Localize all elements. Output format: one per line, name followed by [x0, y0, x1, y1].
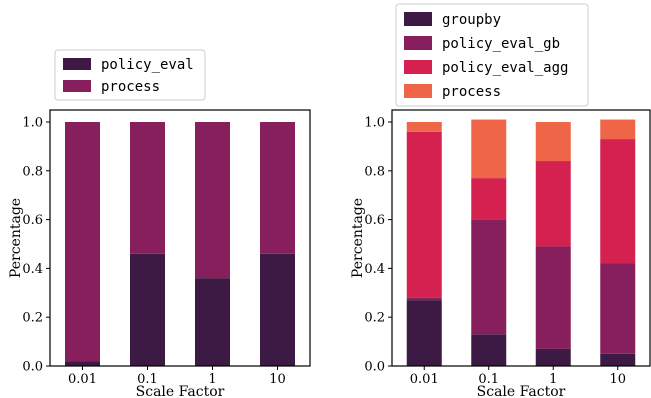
y-tick-label: 0.8 [22, 164, 43, 179]
legend-label-process: process [101, 79, 160, 95]
y-tick-label: 0.4 [364, 262, 385, 277]
bar-policy-eval-agg-0.1 [471, 178, 507, 220]
legend-label-groupby: groupby [442, 12, 501, 28]
x-tick-label: 10 [269, 372, 286, 387]
bar-process-0.01 [406, 122, 442, 132]
chart-1: 0.0 0.2 0.4 0.6 0.8 1.0 0.01 0.1 1 10 Scale Factor… [8, 49, 311, 398]
bar-process-10 [600, 119, 636, 140]
bar-policy-eval-agg-10 [600, 139, 636, 264]
legend-label-policy-eval-agg: policy_eval_agg [442, 60, 568, 76]
y-tick-label: 0.8 [364, 164, 385, 179]
bar-policy-eval-agg-0.01 [406, 131, 442, 298]
legend-swatch-policy-eval [63, 58, 91, 70]
bar-groupby-0.01 [406, 300, 442, 366]
bar-policy-eval-0.01 [65, 361, 100, 366]
y-tick-label: 0.0 [22, 360, 43, 375]
bar-policy-eval-gb-0.01 [406, 297, 442, 301]
y-tick-label: 0.4 [22, 262, 43, 277]
x-tick-label: 1 [549, 372, 557, 387]
bar-process-1 [195, 122, 230, 279]
x-axis-label: Scale Factor [477, 384, 566, 398]
x-tick-label: 10 [609, 372, 626, 387]
legend-label-process: process [442, 84, 501, 100]
y-axis-label: Percentage [350, 198, 366, 278]
x-tick-label: 1 [208, 372, 216, 387]
x-tick-label: 0.01 [410, 372, 439, 387]
legend-box [54, 49, 206, 101]
legend-label-policy-eval: policy_eval [101, 57, 194, 73]
bar-groupby-0.1 [471, 334, 507, 366]
legend-swatch-groupby [404, 12, 432, 26]
legend-swatch-process [404, 84, 432, 98]
chart-2: 0.0 0.2 0.4 0.6 0.8 1.0 0.01 0.1 1 10 Scale Factor… [350, 3, 651, 398]
bar-groupby-10 [600, 353, 636, 366]
bar-policy-eval-gb-0.1 [471, 219, 507, 335]
y-tick-label: 0.0 [364, 360, 385, 375]
plot-frame [49, 109, 311, 367]
legend-label-policy-eval-gb: policy_eval_gb [442, 36, 560, 52]
plot-frame [391, 109, 651, 367]
bar-policy-eval-1 [195, 278, 230, 366]
x-tick-label: 0.1 [137, 372, 158, 387]
bar-policy-eval-gb-1 [535, 246, 571, 349]
bar-process-0.1 [130, 122, 165, 254]
y-tick-label: 0.2 [22, 311, 43, 326]
x-axis-label: Scale Factor [136, 384, 225, 398]
bar-policy-eval-10 [260, 253, 295, 366]
legend-swatch-process [63, 80, 91, 92]
x-tick-label: 0.01 [68, 372, 97, 387]
bar-policy-eval-gb-10 [600, 263, 636, 354]
x-tick-label: 0.1 [478, 372, 499, 387]
y-tick-label: 0.6 [364, 213, 385, 228]
y-tick-label: 0.2 [364, 311, 385, 326]
bar-process-10 [260, 122, 295, 254]
legend-swatch-policy-eval-gb [404, 36, 432, 50]
bar-policy-eval-0.1 [130, 253, 165, 366]
bar-policy-eval-agg-1 [535, 161, 571, 247]
legend-swatch-policy-eval-agg [404, 60, 432, 74]
y-axis-label: Percentage [8, 198, 24, 278]
y-tick-label: 1.0 [22, 116, 43, 131]
y-tick-label: 1.0 [364, 116, 385, 131]
legend-box [395, 3, 589, 107]
bar-process-0.01 [65, 122, 100, 362]
y-tick-label: 0.6 [22, 213, 43, 228]
bar-groupby-1 [535, 348, 571, 366]
bar-process-0.1 [471, 119, 507, 179]
bar-process-1 [535, 122, 571, 162]
